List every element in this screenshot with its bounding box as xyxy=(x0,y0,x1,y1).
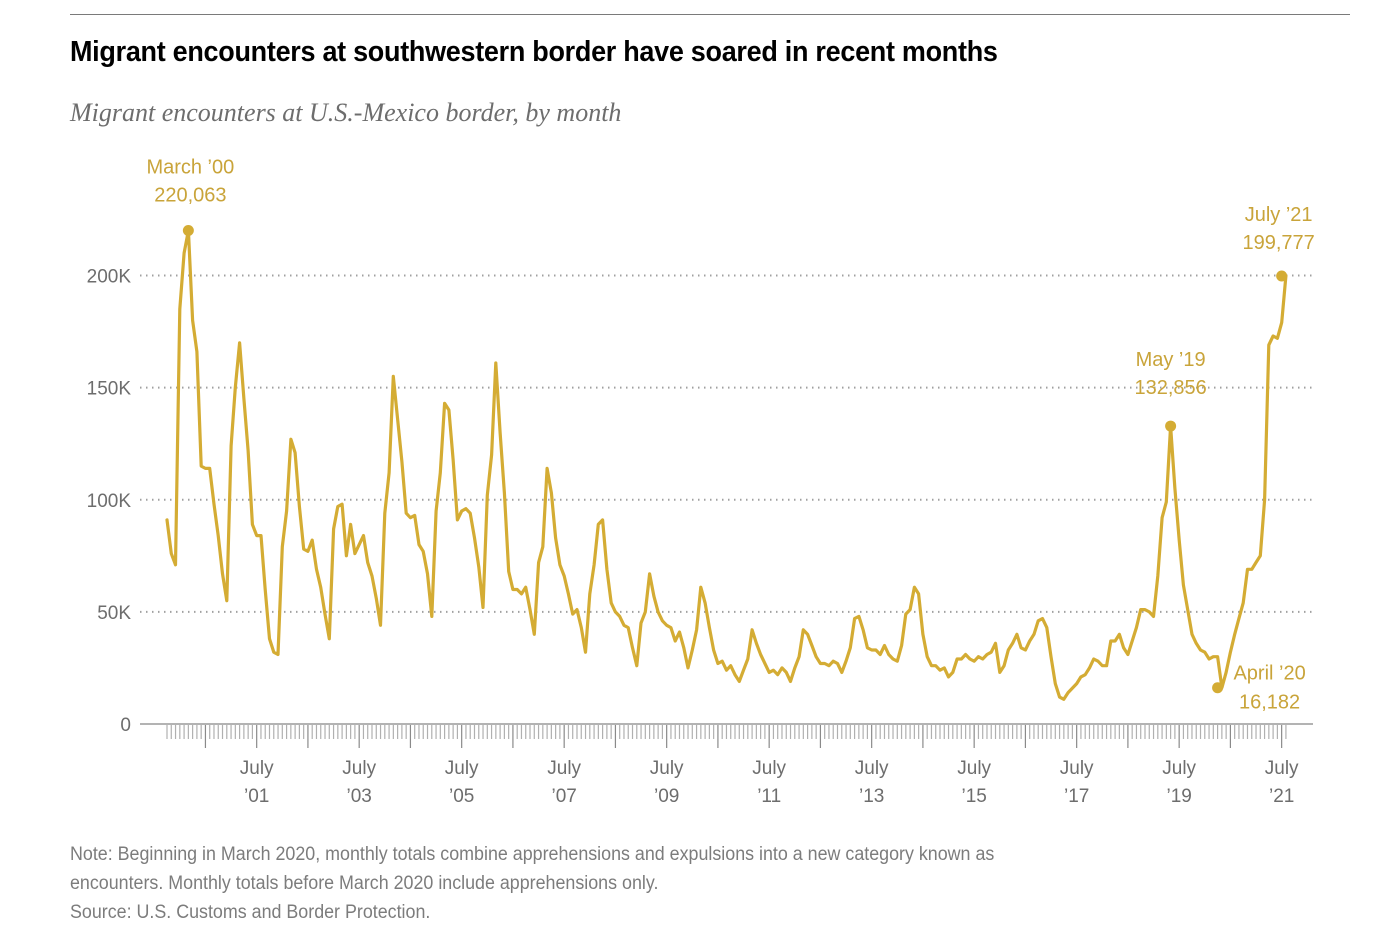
source-line: Source: U.S. Customs and Border Protecti… xyxy=(70,902,431,923)
annotation-marker xyxy=(1165,420,1177,432)
x-tick-label-year: ’15 xyxy=(961,786,986,807)
y-tick-label: 100K xyxy=(87,491,132,512)
gridlines xyxy=(140,274,1313,725)
annotation-value: 132,856 xyxy=(1134,377,1206,399)
chart-subtitle: Migrant encounters at U.S.-Mexico border… xyxy=(70,98,622,127)
x-tick-label-month: July xyxy=(650,758,684,779)
y-tick-label: 200K xyxy=(87,267,132,288)
y-tick-label: 0 xyxy=(120,715,131,736)
x-tick-label-month: July xyxy=(445,758,479,779)
x-tick-label-month: July xyxy=(957,758,991,779)
x-tick-label-month: July xyxy=(547,758,581,779)
x-tick-label-year: ’13 xyxy=(859,786,884,807)
chart-notes: Note: Beginning in March 2020, monthly t… xyxy=(70,840,994,927)
x-tick-label-year: ’03 xyxy=(347,786,372,807)
x-tick-label-year: ’21 xyxy=(1269,786,1294,807)
series-layer xyxy=(165,228,1288,701)
annotation-label: May ’19 xyxy=(1136,349,1206,371)
y-tick-label: 150K xyxy=(87,379,132,400)
x-tick-label-month: July xyxy=(1162,758,1196,779)
x-tick-label-year: ’07 xyxy=(551,786,576,807)
x-tick-label-month: July xyxy=(1060,758,1094,779)
series-line-encounters xyxy=(165,228,1288,701)
annotation-label: July ’21 xyxy=(1245,204,1313,226)
x-axis: July ’01 July ’03 July ’05 July ’07 July ’09 July ’… xyxy=(166,725,1299,807)
annotation-label: March ’00 xyxy=(146,157,234,179)
note-line-2: encounters. Monthly totals before March … xyxy=(70,873,659,894)
annotation-marker xyxy=(1276,270,1288,282)
x-tick-label-month: July xyxy=(240,758,274,779)
y-tick-label: 50K xyxy=(97,603,131,624)
x-tick-label-year: ’17 xyxy=(1064,786,1089,807)
annotation-marker xyxy=(182,225,194,237)
x-tick-label-month: July xyxy=(1265,758,1299,779)
x-tick-label-year: ’01 xyxy=(244,786,269,807)
top-rule xyxy=(70,14,1350,15)
x-tick-label-month: July xyxy=(855,758,889,779)
x-tick-label-year: ’11 xyxy=(757,786,781,807)
x-tick-label-year: ’19 xyxy=(1166,786,1191,807)
annotation-value: 16,182 xyxy=(1239,692,1300,714)
x-tick-label-month: July xyxy=(752,758,786,779)
annotations: March ’00 220,063 May ’19 132,856 April ’20 1… xyxy=(146,157,1314,714)
y-axis: 0 50K 100K 150K 200K xyxy=(87,267,132,737)
x-tick-label-year: ’05 xyxy=(449,786,474,807)
x-tick-label-year: ’09 xyxy=(654,786,679,807)
chart-title: Migrant encounters at southwestern borde… xyxy=(70,36,998,68)
annotation-value: 220,063 xyxy=(154,185,226,207)
annotation-value: 199,777 xyxy=(1243,232,1315,254)
note-line-1: Note: Beginning in March 2020, monthly t… xyxy=(70,844,995,865)
annotation-marker xyxy=(1212,682,1224,694)
x-tick-label-month: July xyxy=(342,758,376,779)
annotation-label: April ’20 xyxy=(1233,663,1305,685)
